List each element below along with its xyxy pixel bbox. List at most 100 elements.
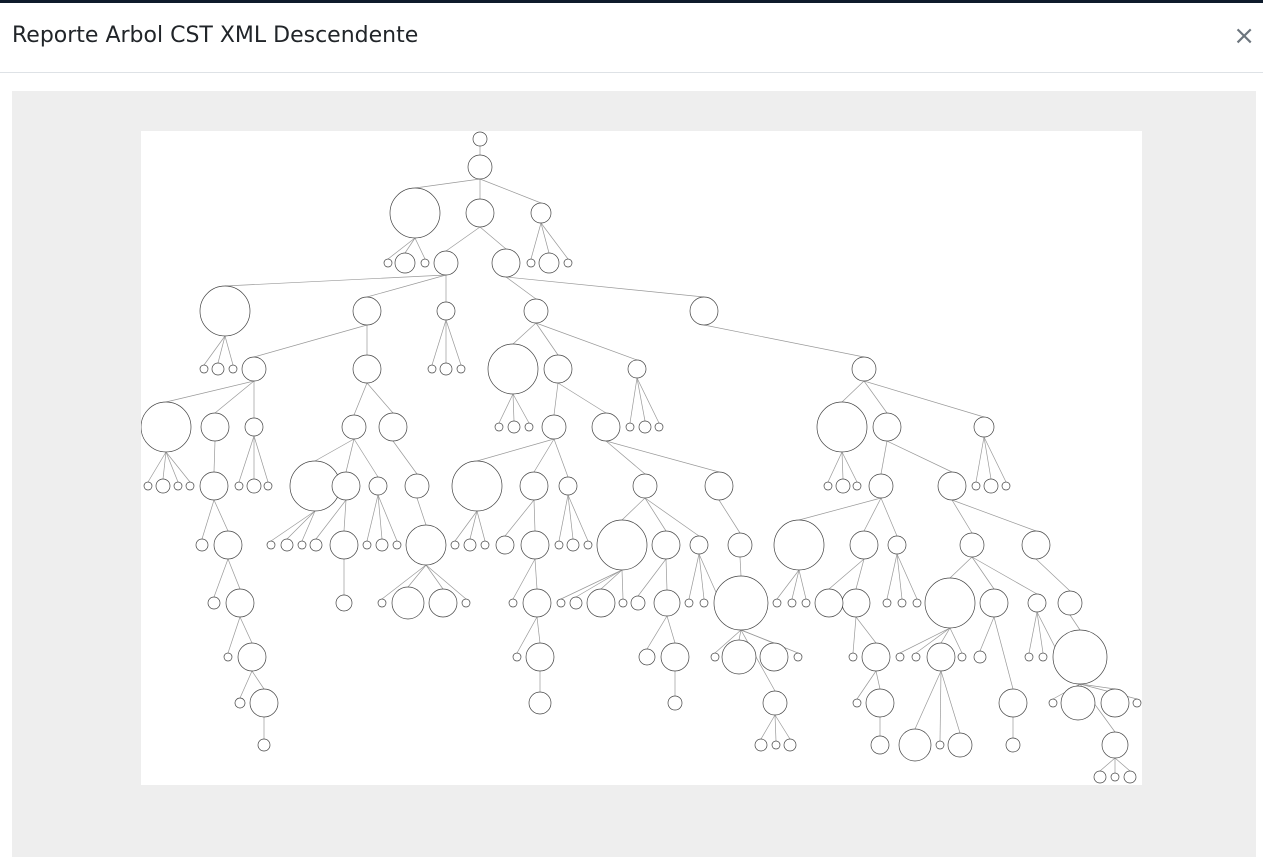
tree-edge (951, 499, 973, 534)
tree-edge (896, 553, 903, 600)
tree-node (835, 478, 851, 494)
tree-edge (557, 382, 607, 414)
tree-node (143, 481, 153, 491)
tree-node (814, 588, 844, 618)
tree-node (185, 481, 195, 491)
tree-edge (239, 670, 253, 699)
tree-edge (512, 393, 530, 424)
tree-edge (703, 324, 865, 358)
tree-edge (666, 615, 676, 644)
tree-node (494, 422, 504, 432)
tree-edge (353, 382, 368, 416)
tree-node (1057, 590, 1083, 616)
tree-node (868, 473, 894, 499)
tree-edge (345, 438, 355, 473)
tree-edge (886, 553, 898, 600)
tree-edge (949, 627, 963, 654)
tree-edge (535, 322, 638, 361)
tree-node (439, 362, 453, 376)
tree-edge (841, 451, 844, 480)
tree-edge (476, 510, 486, 542)
tree-edge (1036, 611, 1044, 654)
tree-node (625, 422, 635, 432)
tree-node (727, 532, 753, 558)
tree-edge (404, 237, 416, 254)
modal-title: Reporte Arbol CST XML Descendente (12, 23, 419, 48)
tree-node (173, 481, 183, 491)
tree-edge (983, 436, 1007, 483)
tree-edge (939, 670, 942, 742)
modal-body (12, 91, 1256, 857)
tree-edge (416, 497, 427, 526)
tree-node (207, 596, 221, 610)
tree-node (773, 519, 825, 571)
tree-edge (512, 393, 515, 422)
tree-node (1021, 530, 1051, 560)
tree-node (973, 650, 987, 664)
tree-node (541, 414, 567, 440)
tree-edge (975, 436, 985, 483)
tree-edge (1069, 614, 1081, 631)
tree-node (816, 401, 868, 453)
tree-node (689, 535, 709, 555)
tree-edge (414, 237, 426, 260)
tree-node (228, 364, 238, 374)
tree-edge (366, 274, 447, 298)
tree-edge (774, 714, 791, 740)
tree-edge (213, 499, 229, 532)
tree-edge (600, 569, 623, 590)
tree-edge (227, 616, 241, 654)
tree-node (377, 598, 387, 608)
tree-node (1048, 698, 1058, 708)
tree-node (199, 285, 251, 337)
tree-edge (431, 319, 447, 366)
tree-node (762, 690, 788, 716)
tree-edge (665, 558, 668, 591)
tree-node (280, 538, 294, 552)
tree-node (586, 588, 616, 618)
tree-edge (828, 558, 865, 590)
tree-node (630, 595, 646, 611)
tree-node (957, 652, 967, 662)
tree-node (979, 588, 1009, 618)
tree-edge (224, 335, 234, 366)
close-button[interactable]: × (1233, 21, 1255, 51)
tree-node (467, 154, 493, 180)
tree-node (526, 258, 536, 268)
tree-edge (798, 569, 807, 600)
tree-node (710, 652, 720, 662)
tree-node (427, 364, 437, 374)
tree-edge (533, 499, 536, 532)
tree-node (246, 478, 262, 494)
tree-edge (251, 670, 265, 690)
tree-node (556, 598, 566, 608)
tree-edge (505, 276, 705, 298)
tree-edge (855, 616, 877, 644)
tree-edge (162, 451, 167, 480)
tree-node (627, 359, 647, 379)
tree-node (882, 598, 892, 608)
tree-edge (886, 440, 953, 473)
tree-edge (621, 569, 624, 600)
tree-node (405, 524, 447, 566)
modal-header: Reporte Arbol CST XML Descendente × (0, 3, 1263, 73)
tree-node (566, 538, 580, 552)
tree-node (754, 738, 768, 752)
tree-node (638, 420, 652, 434)
tree-node (341, 414, 367, 440)
tree-node (1110, 772, 1120, 782)
tree-edge (827, 451, 843, 483)
tree-node (391, 586, 425, 620)
tree-node (297, 540, 307, 550)
tree-edge (739, 556, 742, 577)
tree-node (841, 588, 871, 618)
tree-edge (629, 377, 638, 424)
tree-edge (476, 438, 555, 462)
tree-edge (381, 564, 427, 600)
tree-edge (535, 322, 559, 356)
tree-edge (1114, 757, 1131, 772)
tree-edge (863, 380, 985, 418)
tree-node (558, 476, 578, 496)
tree-node (759, 642, 789, 672)
tree-node (699, 598, 709, 608)
